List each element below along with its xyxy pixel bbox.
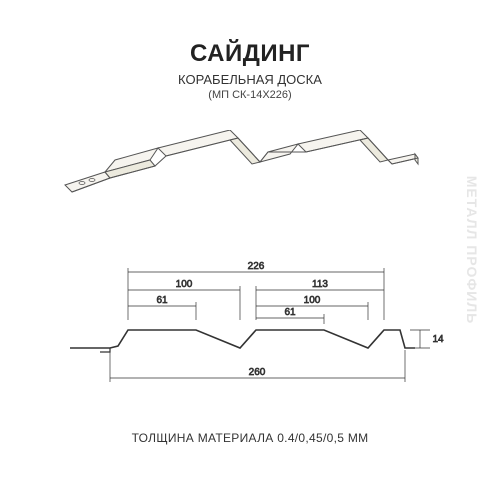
heading-block: САЙДИНГ КОРАБЕЛЬНАЯ ДОСКА (МП СК-14X226) bbox=[0, 0, 500, 101]
dim-100a: 100 bbox=[176, 279, 193, 290]
dim-100b: 100 bbox=[304, 295, 321, 306]
dim-226: 226 bbox=[248, 261, 265, 272]
product-subtitle: КОРАБЕЛЬНАЯ ДОСКА bbox=[0, 72, 500, 87]
profile-section-line bbox=[70, 330, 415, 352]
brand-watermark: МЕТАЛЛ ПРОФИЛЬ bbox=[464, 176, 480, 325]
dim-113: 113 bbox=[312, 279, 328, 290]
dim-61b: 61 bbox=[284, 307, 296, 318]
dim-61a: 61 bbox=[156, 295, 168, 306]
dimension-lines: 226 100 113 61 100 61 14 260 bbox=[110, 261, 444, 382]
dim-14: 14 bbox=[432, 334, 444, 345]
product-model: (МП СК-14X226) bbox=[0, 89, 500, 101]
profile-3d-drawing bbox=[60, 130, 430, 230]
cross-section-drawing: 226 100 113 61 100 61 14 260 bbox=[40, 260, 460, 400]
profile-3d-shape bbox=[65, 130, 418, 192]
product-title: САЙДИНГ bbox=[0, 40, 500, 68]
thickness-footer: ТОЛЩИНА МАТЕРИАЛА 0.4/0,45/0,5 ММ bbox=[0, 431, 500, 445]
dim-260: 260 bbox=[249, 367, 266, 378]
